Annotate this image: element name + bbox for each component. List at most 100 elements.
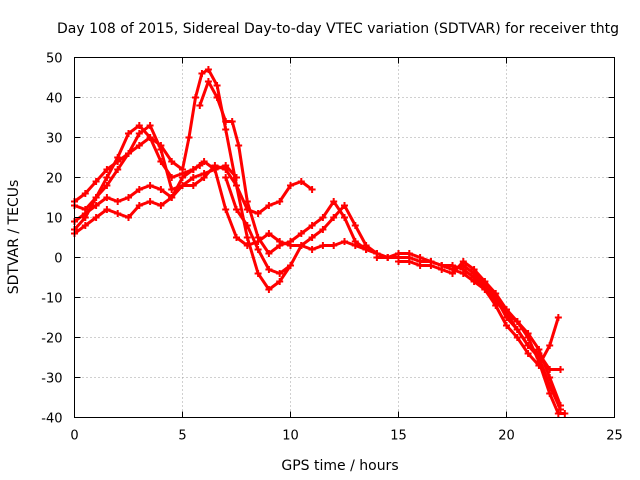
x-tick-label: 25 [606,429,623,444]
data-point-marker [535,346,543,353]
x-tick-label: 10 [282,429,299,444]
data-point-marker [254,210,262,217]
data-point-marker [405,250,413,257]
data-point-marker [235,142,243,149]
data-point-marker [513,326,521,333]
data-point-marker [185,134,193,141]
series-trace-7 [222,174,564,413]
data-point-marker [557,366,564,373]
data-point-marker [308,246,316,253]
data-point-marker [135,186,143,193]
data-point-marker [254,270,262,277]
data-point-marker [276,278,284,285]
x-tick-label: 5 [178,429,186,444]
data-point-marker [222,174,230,181]
data-point-marker [362,242,370,249]
data-point-marker [233,182,240,189]
data-point-marker [395,250,402,257]
y-tick-label: 20 [46,172,63,187]
data-point-marker [297,242,305,249]
series-line [224,176,562,411]
data-point-marker [157,202,165,209]
data-point-marker [481,282,489,289]
data-point-marker [243,222,251,229]
series-trace-2 [71,122,240,213]
data-point-marker [546,342,554,349]
data-point-marker [92,194,100,201]
data-point-marker [524,350,532,357]
data-point-marker [330,198,338,205]
data-point-marker [308,234,316,241]
data-point-marker [81,210,89,217]
data-point-marker [189,166,197,173]
data-point-marker [287,262,294,269]
data-point-marker [191,94,199,101]
data-point-marker [103,166,111,173]
data-point-marker [341,238,348,245]
data-point-marker [179,166,186,173]
data-point-marker [470,270,478,277]
data-point-marker [146,122,154,129]
data-point-marker [222,118,230,125]
data-point-marker [146,198,154,205]
data-point-marker [135,130,143,137]
data-point-marker [330,214,338,221]
data-point-marker [228,118,236,125]
data-point-marker [114,198,122,205]
data-point-marker [189,174,197,181]
data-point-marker [308,186,316,193]
data-point-marker [427,262,435,269]
data-point-marker [287,182,294,189]
x-tick-label: 0 [70,429,78,444]
data-point-marker [265,202,273,209]
data-point-marker [125,130,132,137]
data-point-marker [146,134,154,141]
data-point-marker [503,322,510,329]
chart-title: Day 108 of 2015, Sidereal Day-to-day VTE… [57,21,619,37]
y-tick-label: -20 [41,332,62,347]
data-point-marker [405,258,413,265]
data-point-marker [561,410,569,417]
series-group [71,66,569,417]
data-point-marker [254,246,262,253]
data-point-marker [276,238,284,245]
data-point-marker [168,194,176,201]
plot-frame [74,57,615,418]
data-point-marker [168,158,176,165]
data-point-marker [168,186,176,193]
data-point-marker [103,182,111,189]
data-point-marker [114,166,122,173]
data-point-marker [204,78,212,85]
x-tick-label: 20 [498,429,515,444]
data-point-marker [135,142,143,149]
data-point-marker [319,226,327,233]
data-point-marker [557,402,564,409]
data-point-marker [103,174,111,181]
axis-ticks: 0 5 10 15 20 25 -40 -30 -20 -10 0 10 20 30 40 50 [41,52,623,444]
data-point-marker [179,174,186,181]
y-tick-label: 50 [46,52,63,67]
data-point-marker [265,286,273,293]
data-point-marker [233,206,240,213]
data-point-marker [513,318,521,325]
data-point-marker [297,178,305,185]
y-tick-label: -10 [41,292,62,307]
y-tick-label: 10 [46,212,63,227]
data-point-marker [243,206,251,213]
data-point-marker [459,262,467,269]
data-point-marker [513,334,521,341]
data-point-marker [200,174,208,181]
data-point-marker [308,222,316,229]
data-point-marker [204,66,212,73]
series-trace-11 [438,262,564,409]
data-point-marker [395,258,402,265]
data-point-marker [341,202,348,209]
data-point-marker [179,182,186,189]
data-point-marker [319,214,327,221]
data-point-marker [554,410,562,417]
y-tick-label: -30 [41,372,62,387]
data-point-marker [103,194,111,201]
y-axis-label: SDTVAR / TECUs [6,180,22,295]
data-point-marker [416,254,424,261]
